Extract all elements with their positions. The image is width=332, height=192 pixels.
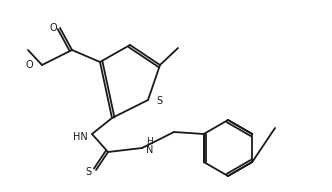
Text: HN: HN — [73, 132, 88, 142]
Text: N: N — [146, 145, 153, 155]
Text: O: O — [49, 23, 57, 33]
Text: S: S — [85, 167, 91, 177]
Text: S: S — [156, 96, 162, 106]
Text: O: O — [25, 60, 33, 70]
Text: H: H — [146, 137, 153, 146]
